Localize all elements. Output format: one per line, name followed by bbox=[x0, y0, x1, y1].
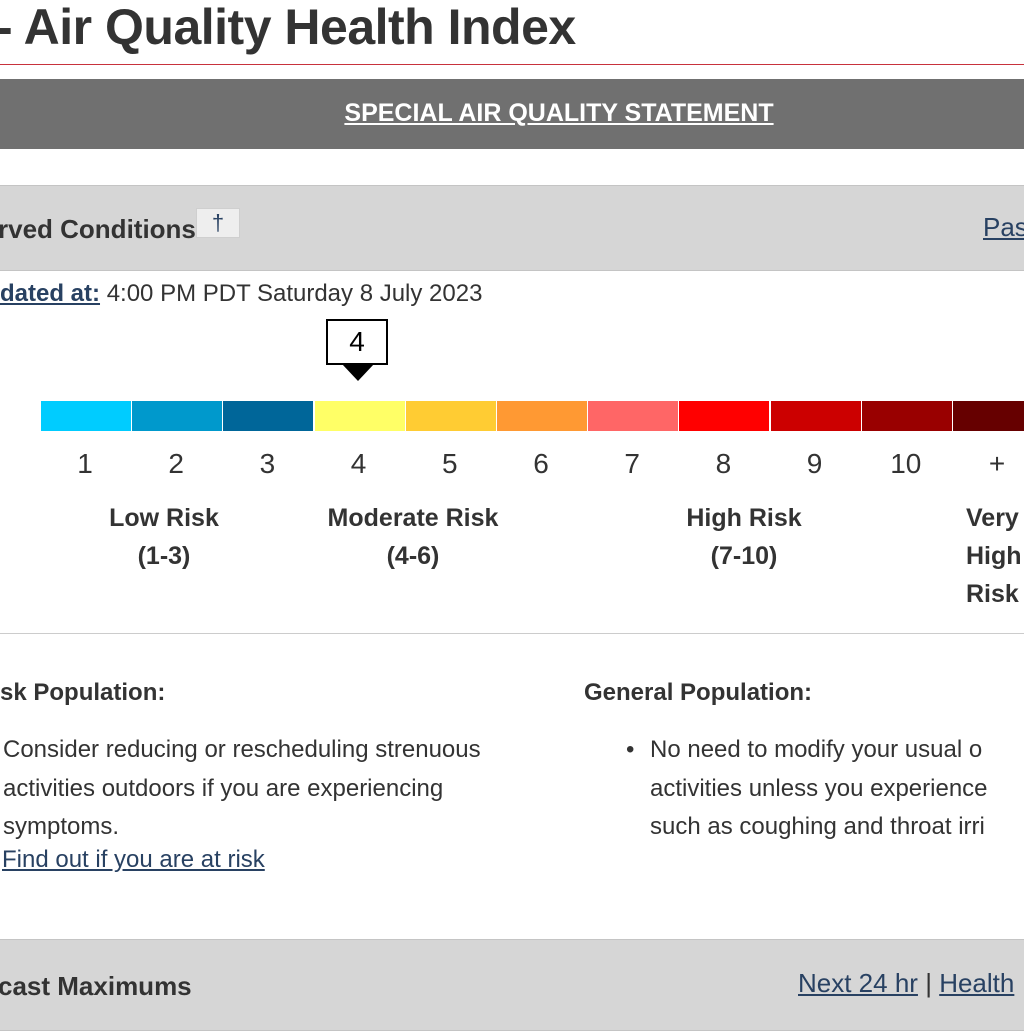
risk-name-line: Risk bbox=[966, 580, 1019, 608]
marker-arrow-icon bbox=[342, 364, 374, 381]
scale-segment bbox=[41, 401, 131, 431]
scale-segment bbox=[496, 401, 587, 431]
scale-segment bbox=[405, 401, 496, 431]
scale-tick-label: 8 bbox=[715, 448, 732, 479]
risk-range: (7-10) bbox=[710, 542, 778, 570]
scale-tick-label: 10 bbox=[890, 448, 922, 479]
advice-line: activities outdoors if you are experienc… bbox=[3, 774, 444, 802]
scale-segment bbox=[679, 401, 770, 431]
health-link[interactable]: Health bbox=[939, 968, 1015, 998]
advice-line: symptoms. bbox=[3, 813, 120, 840]
updated-value: 4:00 PM PDT Saturday 8 July 2023 bbox=[106, 280, 483, 307]
risk-level-moderate: Moderate Risk (4-6) bbox=[313, 499, 513, 575]
aqhi-color-scale bbox=[41, 401, 1024, 431]
updated-timestamp: dated at: 4:00 PM PDT Saturday 8 July 20… bbox=[0, 280, 482, 308]
at-risk-population-title: sk Population: bbox=[0, 679, 166, 706]
scale-segment bbox=[223, 401, 314, 431]
special-statement-link[interactable]: SPECIAL AIR QUALITY STATEMENT bbox=[344, 99, 774, 127]
at-risk-advice: Consider reducing or rescheduling strenu… bbox=[3, 731, 481, 847]
risk-range: (4-6) bbox=[386, 542, 440, 570]
forecast-maximums-title: cast Maximums bbox=[0, 971, 192, 1001]
risk-level-low: Low Risk (1-3) bbox=[84, 499, 244, 575]
risk-level-very-high: Very High Risk bbox=[966, 499, 1024, 613]
scale-tick-label: 9 bbox=[806, 448, 823, 479]
general-advice: No need to modify your usual o activitie… bbox=[650, 731, 988, 847]
section-divider bbox=[0, 633, 1024, 634]
bullet-icon: • bbox=[626, 736, 635, 763]
scale-segment bbox=[952, 401, 1024, 431]
risk-name-line: High bbox=[966, 542, 1022, 570]
page-title: - Air Quality Health Index bbox=[0, 0, 576, 55]
forecast-links: Next 24 hr | Health bbox=[798, 968, 1014, 999]
forecast-maximums-bar: cast Maximums Next 24 hr | Health bbox=[0, 939, 1024, 1031]
scale-segment bbox=[314, 401, 405, 431]
updated-label-link[interactable]: dated at: bbox=[0, 280, 101, 307]
risk-range: (1-3) bbox=[137, 542, 191, 570]
past-link[interactable]: Pas bbox=[983, 212, 1024, 242]
scale-tick-label: 2 bbox=[168, 448, 184, 479]
current-index-marker: 4 bbox=[326, 319, 388, 365]
advice-line: Consider reducing or rescheduling strenu… bbox=[3, 736, 481, 763]
scale-segment bbox=[588, 401, 679, 431]
observed-conditions-bar: rved Conditions † Pas bbox=[0, 185, 1024, 271]
scale-segment bbox=[861, 401, 952, 431]
next-24hr-link[interactable]: Next 24 hr bbox=[798, 968, 918, 998]
scale-tick-label: 1 bbox=[77, 448, 93, 479]
scale-tick-label: 3 bbox=[259, 448, 276, 479]
title-divider bbox=[0, 64, 1024, 65]
advice-line: No need to modify your usual o bbox=[650, 736, 983, 763]
scale-tick-label: + bbox=[988, 448, 1006, 479]
scale-tick-label: 7 bbox=[624, 448, 640, 479]
risk-level-high: High Risk (7-10) bbox=[664, 499, 824, 575]
risk-name: High Risk bbox=[686, 504, 802, 532]
scale-segment bbox=[132, 401, 223, 431]
risk-name: Moderate Risk bbox=[327, 504, 499, 532]
statement-banner: SPECIAL AIR QUALITY STATEMENT bbox=[0, 79, 1024, 149]
advice-line: such as coughing and throat irri bbox=[650, 813, 985, 840]
scale-segment bbox=[770, 401, 861, 431]
scale-tick-label: 5 bbox=[442, 448, 458, 479]
find-out-risk-link[interactable]: Find out if you are at risk bbox=[2, 846, 265, 873]
risk-name-line: Very bbox=[966, 504, 1019, 532]
advice-line: activities unless you experience bbox=[650, 774, 988, 802]
general-population-title: General Population: bbox=[584, 679, 813, 706]
link-separator: | bbox=[925, 968, 932, 998]
dagger-icon[interactable]: † bbox=[196, 208, 240, 238]
observed-conditions-title: rved Conditions bbox=[0, 214, 196, 244]
risk-name: Low Risk bbox=[109, 504, 219, 532]
scale-tick-label: 6 bbox=[533, 448, 549, 479]
scale-tick-label: 4 bbox=[350, 448, 367, 479]
